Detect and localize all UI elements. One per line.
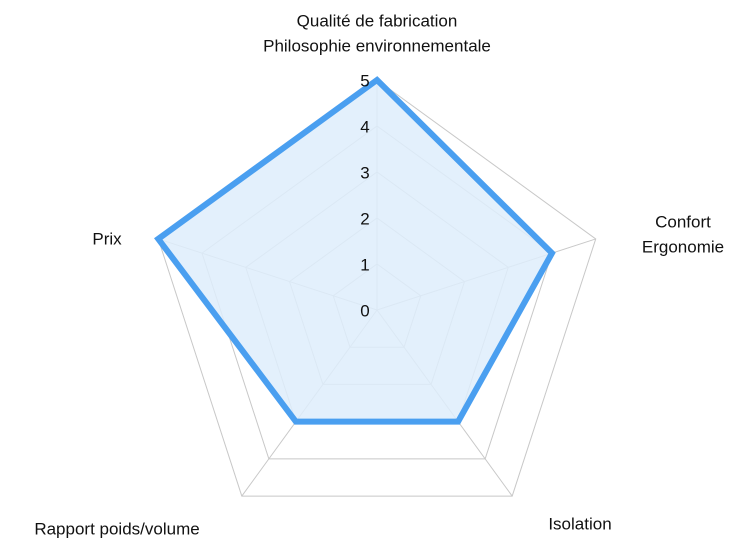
tick-label: 5 [360, 71, 369, 90]
axis-label: Ergonomie [642, 237, 724, 256]
data-area [154, 76, 556, 425]
tick-label: 1 [360, 255, 369, 274]
tick-label: 4 [360, 117, 369, 136]
axis-label: Isolation [548, 514, 611, 533]
axis-label: Rapport poids/volume [34, 519, 199, 538]
axis-label: Qualité de fabrication [297, 11, 458, 30]
tick-label: 0 [360, 301, 369, 320]
tick-label: 2 [360, 209, 369, 228]
axis-label: Prix [92, 229, 122, 248]
tick-label: 3 [360, 163, 369, 182]
axis-label: Confort [655, 212, 711, 231]
axis-label: Philosophie environnementale [263, 36, 491, 55]
